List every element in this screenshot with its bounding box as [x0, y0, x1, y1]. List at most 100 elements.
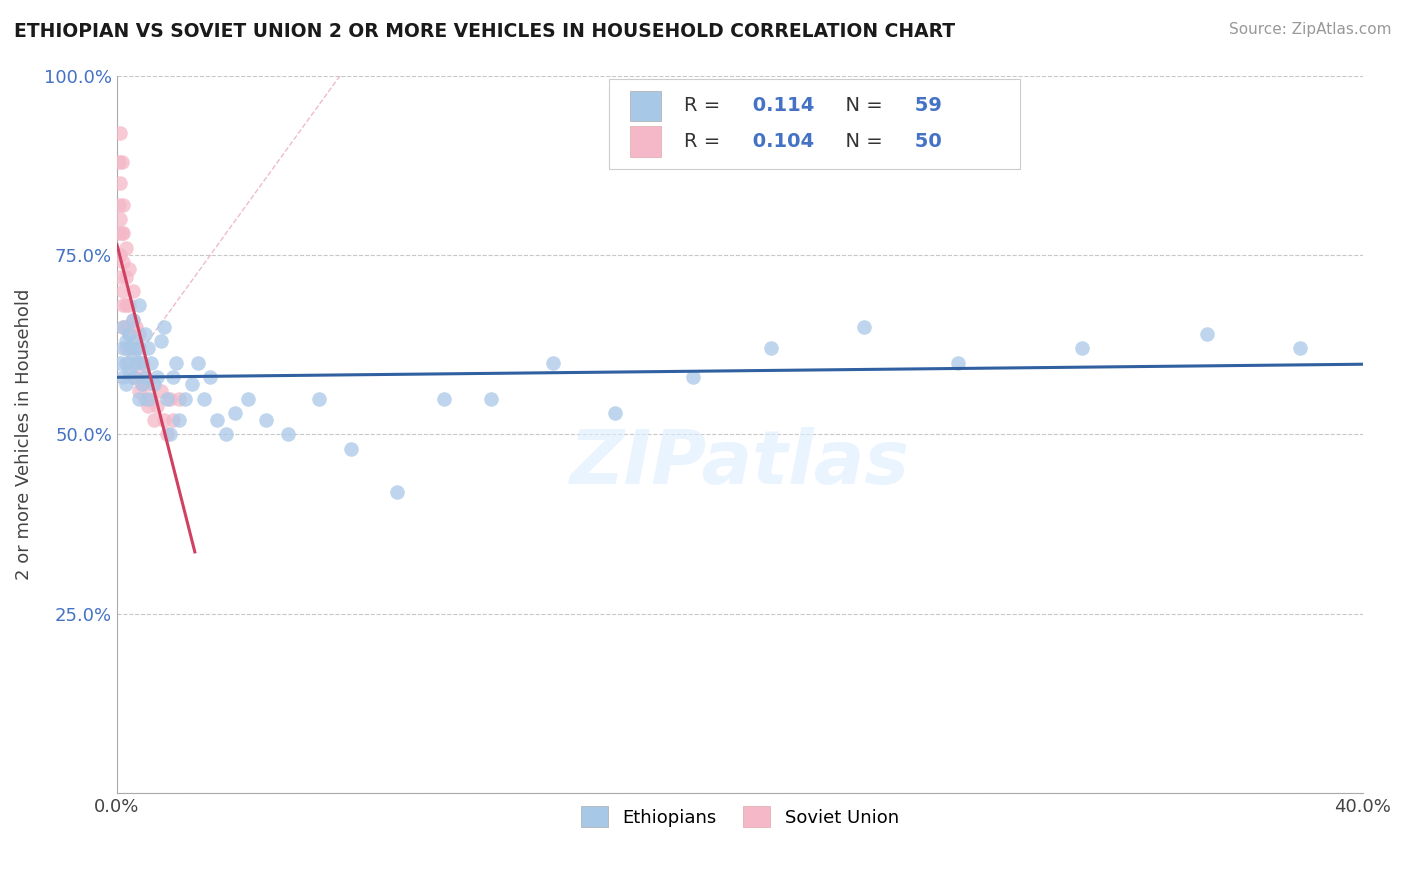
Point: [141, 392, 163, 406]
Point: [115, 241, 138, 255]
Point: [115, 341, 138, 355]
Text: N =: N =: [834, 96, 889, 115]
Point: [107, 198, 129, 212]
Point: [121, 312, 143, 326]
Point: [136, 392, 159, 406]
Point: [111, 154, 134, 169]
Point: [143, 413, 166, 427]
Point: [131, 377, 153, 392]
Point: [136, 377, 159, 392]
Point: [141, 356, 163, 370]
Point: [128, 341, 150, 355]
Point: [124, 334, 146, 348]
Text: 50: 50: [908, 132, 942, 151]
Point: [215, 427, 238, 442]
Point: [224, 406, 246, 420]
Point: [111, 227, 134, 241]
Point: [128, 326, 150, 341]
Point: [682, 370, 704, 384]
Point: [112, 284, 135, 298]
Point: [121, 284, 143, 298]
Point: [1289, 341, 1312, 355]
Point: [115, 334, 138, 348]
Point: [112, 198, 135, 212]
Point: [853, 319, 876, 334]
Point: [128, 356, 150, 370]
Text: ETHIOPIAN VS SOVIET UNION 2 OR MORE VEHICLES IN HOUSEHOLD CORRELATION CHART: ETHIOPIAN VS SOVIET UNION 2 OR MORE VEHI…: [14, 22, 955, 41]
Point: [152, 319, 174, 334]
Point: [149, 384, 172, 399]
Point: [131, 377, 153, 392]
Point: [541, 356, 564, 370]
Point: [115, 377, 138, 392]
Point: [112, 255, 135, 269]
Point: [200, 370, 222, 384]
Point: [131, 356, 153, 370]
Point: [118, 326, 141, 341]
Point: [1071, 341, 1094, 355]
Point: [159, 392, 181, 406]
Text: 0.104: 0.104: [747, 132, 814, 151]
Text: ZIPatlas: ZIPatlas: [569, 426, 910, 500]
Text: N =: N =: [834, 132, 889, 151]
Point: [1195, 326, 1218, 341]
Text: 0.114: 0.114: [747, 96, 814, 115]
Point: [136, 341, 159, 355]
Point: [112, 319, 135, 334]
Point: [115, 298, 138, 312]
Point: [124, 370, 146, 384]
Point: [162, 413, 184, 427]
Point: [118, 262, 141, 277]
Point: [167, 392, 190, 406]
Point: [108, 269, 131, 284]
Point: [134, 392, 156, 406]
Point: [134, 326, 156, 341]
Point: [136, 399, 159, 413]
Point: [128, 384, 150, 399]
Text: R =: R =: [683, 132, 727, 151]
Point: [433, 392, 456, 406]
Point: [121, 370, 143, 384]
FancyBboxPatch shape: [630, 91, 661, 120]
Point: [108, 126, 131, 140]
Point: [339, 442, 361, 456]
Point: [121, 312, 143, 326]
Point: [107, 227, 129, 241]
Y-axis label: 2 or more Vehicles in Household: 2 or more Vehicles in Household: [15, 289, 32, 580]
Point: [121, 341, 143, 355]
Point: [152, 413, 174, 427]
Point: [115, 269, 138, 284]
Point: [605, 406, 627, 420]
Point: [256, 413, 278, 427]
Point: [108, 212, 131, 227]
Point: [167, 413, 190, 427]
Point: [124, 356, 146, 370]
Point: [156, 392, 179, 406]
Point: [187, 356, 209, 370]
Point: [149, 334, 172, 348]
Point: [277, 427, 299, 442]
Point: [146, 370, 169, 384]
Point: [107, 154, 129, 169]
FancyBboxPatch shape: [609, 79, 1019, 169]
Text: 59: 59: [908, 96, 942, 115]
Point: [946, 356, 969, 370]
Point: [108, 356, 131, 370]
Point: [112, 319, 135, 334]
Point: [174, 392, 197, 406]
Point: [121, 370, 143, 384]
Point: [128, 392, 150, 406]
Point: [112, 341, 135, 355]
Point: [124, 341, 146, 355]
Point: [121, 349, 143, 363]
Point: [134, 370, 156, 384]
Point: [759, 341, 782, 355]
FancyBboxPatch shape: [630, 127, 661, 157]
Point: [118, 298, 141, 312]
Point: [236, 392, 259, 406]
Point: [131, 356, 153, 370]
Text: R =: R =: [683, 96, 727, 115]
Point: [118, 326, 141, 341]
Point: [146, 399, 169, 413]
Point: [108, 248, 131, 262]
